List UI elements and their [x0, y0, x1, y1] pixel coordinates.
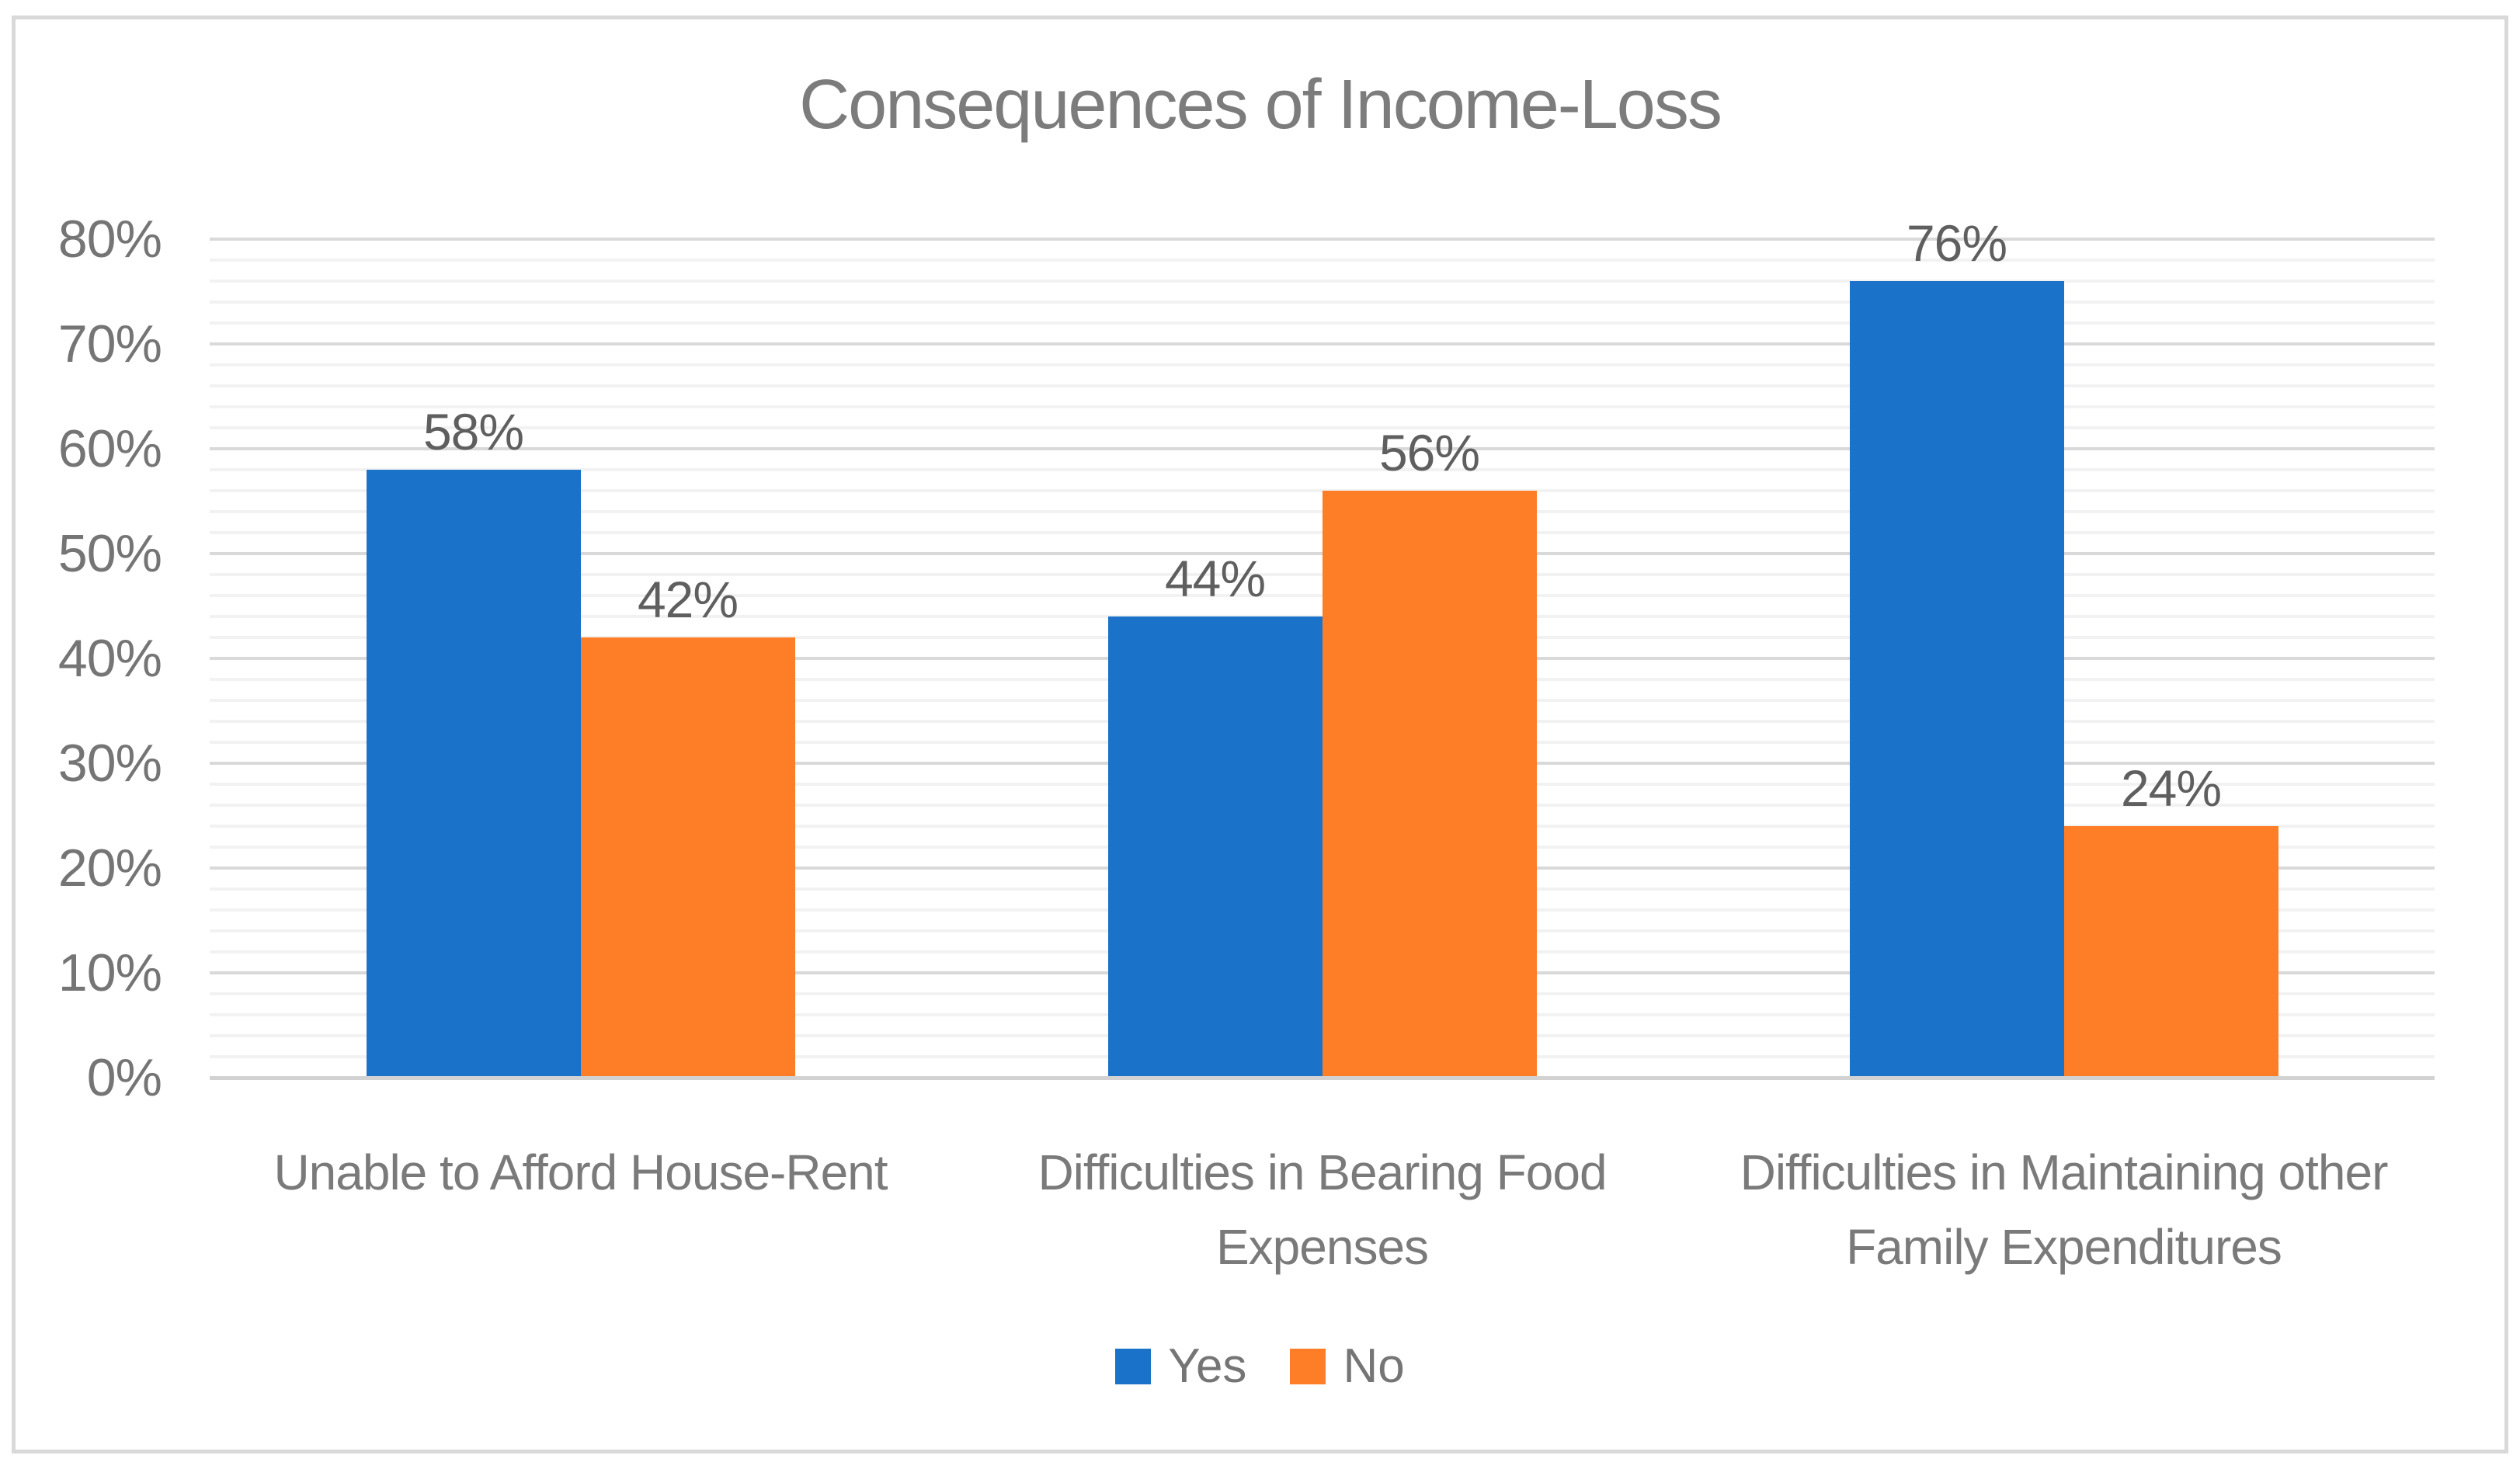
bar-yes-2 — [1849, 281, 2064, 1078]
legend: Yes No — [0, 1339, 2520, 1394]
bar-yes-1 — [1107, 616, 1323, 1078]
y-axis-tick-label: 10% — [57, 943, 162, 1002]
category-label-0: Unable to Afford House-Rent — [273, 1144, 888, 1200]
legend-swatch-yes — [1115, 1348, 1152, 1384]
chart-frame-border — [12, 16, 2508, 1453]
y-axis-tick-label: 20% — [57, 839, 162, 898]
minor-gridline — [210, 363, 2435, 366]
minor-gridline — [210, 426, 2435, 429]
legend-label-no: No — [1343, 1339, 1405, 1393]
y-axis-tick-label: 40% — [57, 629, 162, 688]
y-axis-tick-label: 70% — [57, 314, 162, 373]
data-label-yes-0: 58% — [422, 403, 524, 460]
minor-gridline — [210, 321, 2435, 325]
y-axis-tick-label: 60% — [57, 419, 162, 478]
major-gridline — [210, 342, 2435, 346]
minor-gridline — [210, 259, 2435, 262]
bar-no-1 — [1322, 491, 1537, 1078]
minor-gridline — [210, 384, 2435, 387]
major-gridline — [210, 238, 2435, 241]
plot-area: 58% 44% 76% 42% 56% 24% — [210, 217, 2435, 1078]
bar-yes-0 — [366, 470, 581, 1078]
bar-no-2 — [2063, 826, 2278, 1078]
category-label-1: Difficulties in Bearing Food Expenses — [1038, 1144, 1607, 1275]
data-label-yes-2: 76% — [1906, 214, 2007, 272]
legend-item-yes: Yes — [1115, 1339, 1246, 1394]
y-axis-tick-label: 0% — [86, 1048, 162, 1107]
x-axis-line — [210, 1076, 2435, 1080]
category-label-2: Difficulties in Maintaining other Family… — [1740, 1144, 2389, 1275]
minor-gridline — [210, 280, 2435, 283]
chart-title: Consequences of Income-Loss — [799, 66, 1722, 144]
y-axis-tick-label: 30% — [57, 734, 162, 793]
major-gridline — [210, 447, 2435, 450]
y-axis-tick-label: 80% — [57, 210, 162, 269]
data-label-yes-1: 44% — [1164, 550, 1266, 607]
y-axis-tick-label: 50% — [57, 524, 162, 583]
minor-gridline — [210, 468, 2435, 471]
data-label-no-2: 24% — [2120, 759, 2222, 817]
minor-gridline — [210, 300, 2435, 304]
legend-swatch-no — [1290, 1348, 1326, 1384]
legend-label-yes: Yes — [1168, 1339, 1247, 1393]
legend-item-no: No — [1290, 1339, 1405, 1394]
data-label-no-0: 42% — [637, 571, 739, 628]
data-label-no-1: 56% — [1378, 424, 1480, 481]
bar-no-0 — [580, 637, 795, 1078]
minor-gridline — [210, 405, 2435, 408]
